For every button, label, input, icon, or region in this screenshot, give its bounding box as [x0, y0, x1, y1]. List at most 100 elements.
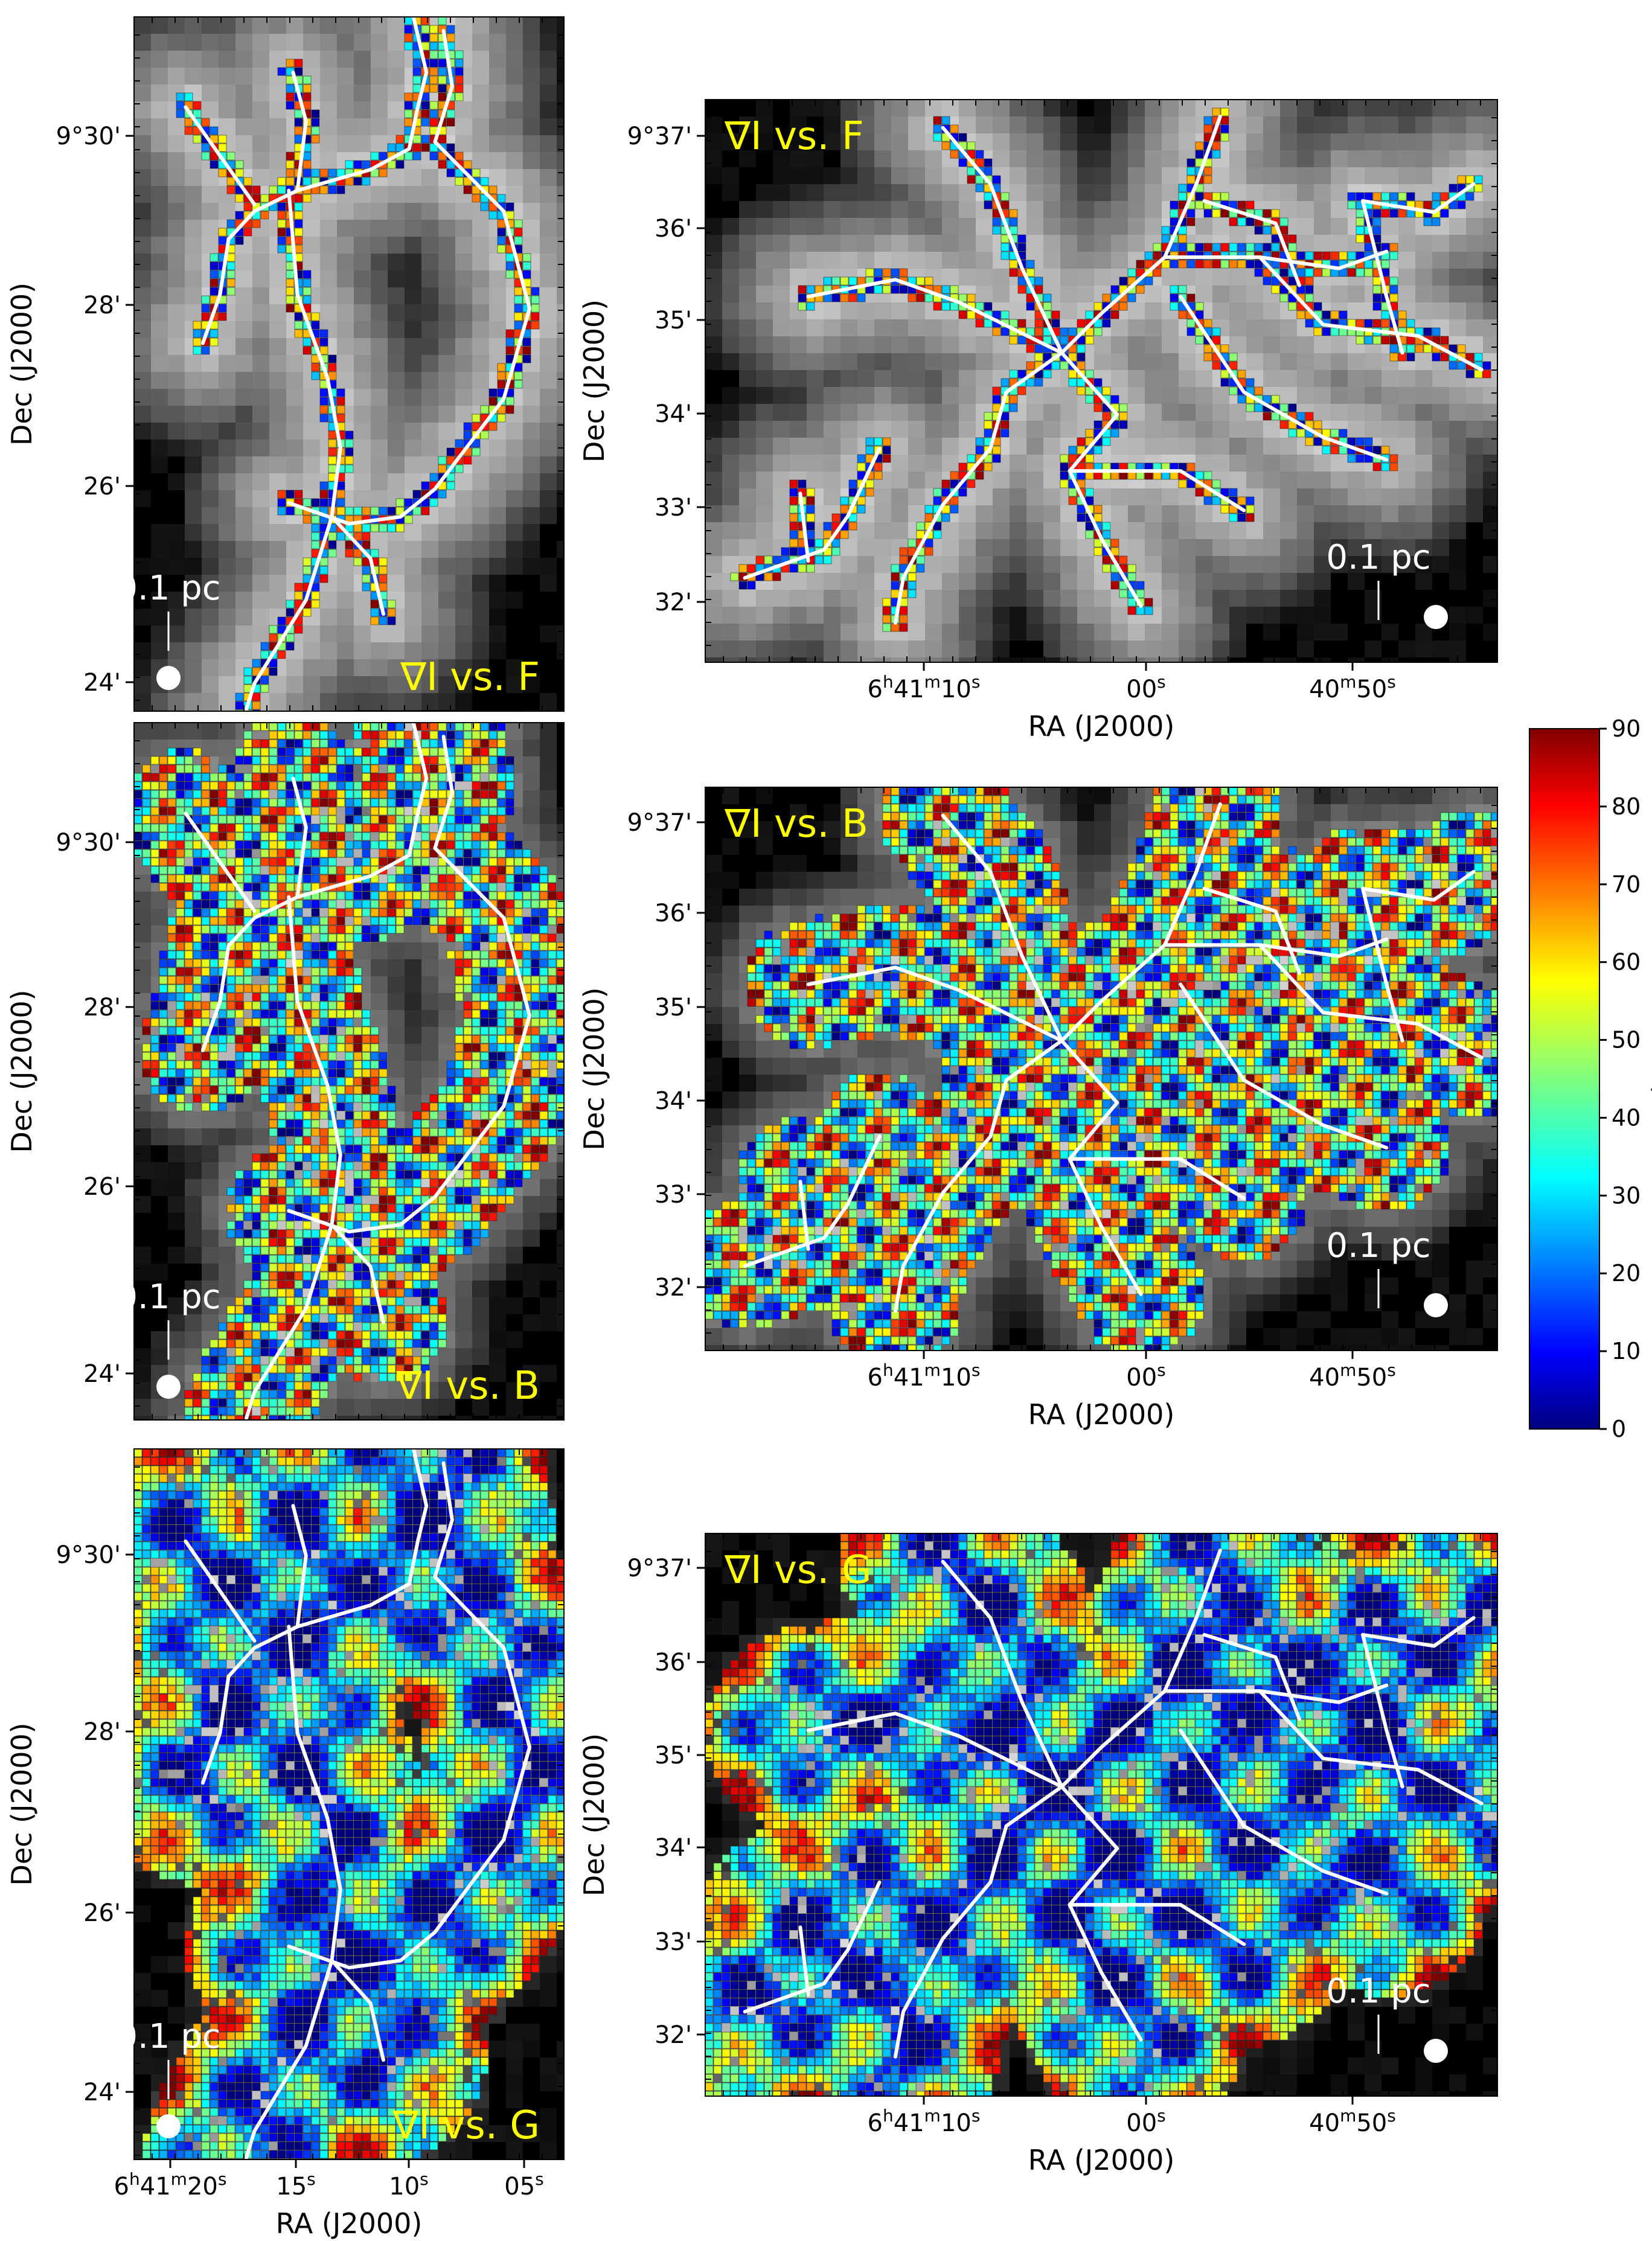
emission-cell [1398, 286, 1415, 302]
emission-cell [202, 723, 219, 740]
emission-cell [942, 201, 959, 218]
angle-cell [1009, 403, 1018, 412]
emission-cell [925, 404, 942, 421]
angle-cell [269, 659, 278, 668]
emission-cell [722, 641, 739, 657]
emission-cell [354, 389, 371, 406]
emission-cell [1314, 235, 1331, 252]
emission-cell [908, 404, 925, 421]
emission-cell [993, 522, 1010, 539]
emission-cell [202, 101, 219, 118]
angle-cell [831, 539, 840, 548]
emission-cell [1398, 117, 1415, 133]
emission-cell [202, 17, 219, 34]
emission-cell [185, 659, 202, 676]
emission-cell [824, 624, 840, 641]
emission-cell [908, 252, 925, 269]
angle-cell [1305, 251, 1314, 260]
emission-cell [1483, 150, 1497, 167]
emission-cell [303, 676, 320, 693]
emission-cell [1026, 505, 1043, 522]
emission-cell [1162, 539, 1179, 556]
emission-cell [993, 505, 1010, 522]
emission-cell [540, 186, 557, 203]
angle-cell [235, 236, 244, 245]
emission-cell [874, 522, 891, 539]
angle-cell [857, 462, 866, 472]
emission-cell [1212, 573, 1229, 590]
emission-cell [1043, 117, 1060, 133]
emission-cell [202, 85, 219, 101]
emission-cell [993, 573, 1010, 590]
emission-cell [219, 575, 235, 592]
angle-cell [967, 310, 976, 319]
angle-cell [1195, 260, 1204, 269]
emission-cell [438, 304, 455, 321]
emission-cell [1026, 150, 1043, 167]
emission-cell [185, 51, 202, 68]
emission-cell [1466, 201, 1483, 218]
emission-cell [489, 642, 506, 659]
angle-cell [1398, 310, 1407, 319]
emission-cell [151, 625, 168, 642]
emission-cell [942, 539, 959, 556]
angle-cell [243, 202, 252, 211]
emission-cell [1212, 269, 1229, 286]
y-tick-label: 32' [655, 589, 692, 616]
angle-cell [387, 599, 396, 609]
emission-cell [168, 321, 185, 338]
angle-cell [184, 126, 193, 135]
emission-cell [235, 507, 252, 524]
emission-cell [908, 184, 925, 201]
skeleton-line [806, 278, 1064, 355]
emission-cell [523, 169, 540, 186]
emission-cell [1365, 404, 1381, 421]
emission-cell [540, 824, 557, 841]
emission-cell [489, 51, 506, 68]
emission-cell [1415, 286, 1432, 302]
angle-cell [984, 200, 993, 209]
emission-cell [1010, 472, 1026, 488]
angle-cell [924, 539, 933, 548]
angle-cell [1305, 268, 1314, 277]
emission-cell [185, 389, 202, 406]
emission-cell [151, 389, 168, 406]
emission-cell [489, 575, 506, 592]
emission-cell [371, 101, 388, 118]
emission-cell [235, 490, 252, 507]
emission-cell [1297, 150, 1314, 167]
emission-cell [540, 321, 557, 338]
angle-cell [353, 557, 362, 566]
emission-cell [472, 321, 489, 338]
emission-cell [891, 488, 908, 505]
angle-cell [1440, 209, 1449, 218]
emission-cell [134, 186, 151, 203]
angle-cell [218, 236, 227, 245]
emission-cell [705, 117, 722, 133]
emission-cell [1280, 184, 1297, 201]
emission-cell [405, 287, 421, 304]
angle-cell [421, 143, 430, 152]
angle-cell [992, 226, 1001, 235]
emission-cell [523, 423, 540, 440]
angle-cell [201, 295, 210, 304]
angle-cell [404, 101, 413, 110]
angle-cell [286, 92, 295, 101]
emission-cell [993, 590, 1010, 607]
emission-cell [269, 575, 286, 592]
emission-cell [557, 152, 564, 169]
emission-cell [523, 186, 540, 203]
angle-cell [1356, 209, 1365, 218]
angle-cell [908, 293, 917, 302]
angle-cell [446, 118, 455, 127]
emission-cell [320, 254, 337, 270]
emission-cell [523, 807, 540, 824]
emission-cell [168, 17, 185, 34]
emission-cell [134, 169, 151, 186]
emission-cell [1179, 100, 1196, 117]
angle-cell [404, 152, 413, 161]
emission-cell [252, 592, 269, 609]
angle-cell [1144, 260, 1153, 269]
emission-cell [438, 186, 455, 203]
emission-cell [1381, 167, 1398, 184]
